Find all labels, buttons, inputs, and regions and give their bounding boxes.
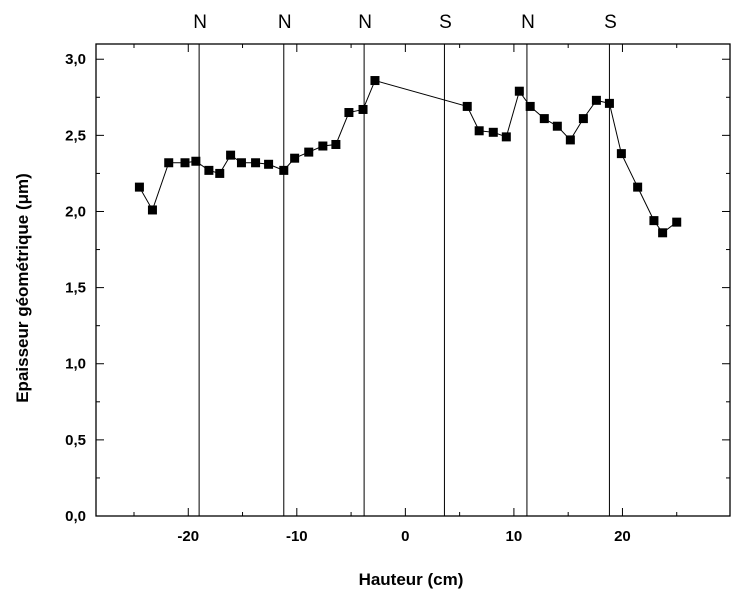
data-point <box>488 127 498 137</box>
y-tick-label: 3,0 <box>65 51 86 68</box>
data-point <box>649 216 659 226</box>
data-point <box>290 153 300 163</box>
data-point <box>501 132 511 142</box>
data-point <box>344 108 354 118</box>
plot-frame <box>95 43 731 517</box>
data-point <box>474 126 484 136</box>
data-point <box>462 101 472 111</box>
data-point <box>331 139 341 149</box>
data-point <box>304 147 314 157</box>
reference-line-label: N <box>278 12 292 33</box>
x-tick-label: 20 <box>614 528 631 545</box>
data-point <box>236 158 246 168</box>
data-point <box>604 98 614 108</box>
data-point <box>251 158 261 168</box>
y-tick-label: 0,5 <box>65 432 86 449</box>
data-point <box>672 217 682 227</box>
data-point <box>552 121 562 131</box>
data-point <box>616 149 626 159</box>
data-point <box>658 228 668 238</box>
data-point <box>514 86 524 96</box>
y-tick-label: 2,5 <box>65 127 86 144</box>
data-point <box>633 182 643 192</box>
data-point <box>370 76 380 86</box>
data-point <box>358 104 368 114</box>
reference-line-label: N <box>193 12 207 33</box>
data-point <box>215 168 225 178</box>
data-point <box>204 165 214 175</box>
x-tick-label: -10 <box>286 528 308 545</box>
data-point <box>318 141 328 151</box>
data-point <box>591 95 601 105</box>
data-point <box>525 101 535 111</box>
data-point <box>578 114 588 124</box>
data-point <box>565 135 575 145</box>
x-axis-title: Hauteur (cm) <box>359 570 464 589</box>
data-point <box>226 150 236 160</box>
reference-line-label: S <box>604 12 617 33</box>
data-point <box>264 159 274 169</box>
x-tick-label: 0 <box>401 528 409 545</box>
reference-line-label: S <box>439 12 452 33</box>
y-tick-label: 1,5 <box>65 280 86 297</box>
y-tick-label: 1,0 <box>65 356 86 373</box>
y-tick-label: 2,0 <box>65 203 86 220</box>
data-point <box>180 158 190 168</box>
x-tick-label: 10 <box>506 528 523 545</box>
reference-line-label: N <box>358 12 372 33</box>
data-point <box>134 182 144 192</box>
data-point <box>147 205 157 215</box>
data-point <box>164 158 174 168</box>
y-axis-title: Epaisseur géométrique (μm) <box>13 173 32 403</box>
data-point <box>279 165 289 175</box>
reference-line-label: N <box>521 12 535 33</box>
data-point <box>191 156 201 166</box>
x-tick-label: -20 <box>177 528 199 545</box>
y-tick-label: 0,0 <box>65 508 86 525</box>
data-point <box>539 114 549 124</box>
